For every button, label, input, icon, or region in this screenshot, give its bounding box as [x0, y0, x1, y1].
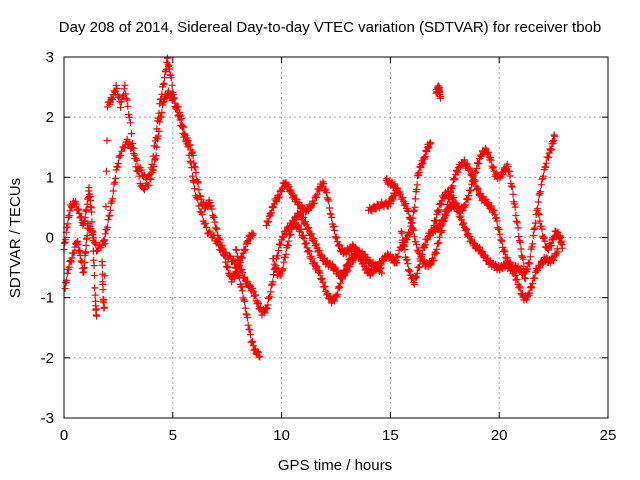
- series-track-7: [365, 187, 400, 215]
- y-tick-label: -3: [41, 410, 54, 427]
- data-point-markers: [61, 87, 264, 361]
- y-tick-label: 2: [46, 109, 54, 126]
- data-point-markers: [262, 178, 401, 279]
- x-axis-label: GPS time / hours: [278, 457, 392, 474]
- series-track-6: [269, 209, 386, 282]
- x-tick-label: 5: [169, 427, 177, 444]
- data-point-markers: [269, 209, 386, 282]
- data-point-markers: [534, 209, 566, 254]
- series-track-13: [534, 209, 566, 254]
- data-point-markers: [432, 82, 444, 102]
- y-axis-label: SDTVAR / TECUs: [7, 178, 24, 298]
- chart-title: Day 208 of 2014, Sidereal Day-to-day VTE…: [59, 19, 601, 36]
- y-tick-label: -1: [41, 290, 54, 307]
- data-point-markers: [365, 187, 400, 215]
- series-track-3: [98, 54, 257, 312]
- series-track-9: [391, 139, 435, 266]
- data-point-markers: [98, 54, 257, 312]
- series-track-11: [430, 131, 559, 276]
- x-tick-label: 15: [382, 427, 399, 444]
- series-track-5: [262, 178, 401, 279]
- x-tick-label: 20: [491, 427, 508, 444]
- x-tick-label: 25: [600, 427, 617, 444]
- data-point-markers: [391, 139, 435, 266]
- y-tick-label: 0: [46, 230, 54, 247]
- data-point-markers: [430, 131, 559, 276]
- axis-ticks: 0 5 10 15 20 25 -3 -2 -1 0 1 2 3: [41, 49, 617, 444]
- y-tick-label: -2: [41, 350, 54, 367]
- series-track-12: [432, 82, 444, 102]
- data-points: [60, 54, 566, 361]
- plot-frame: [63, 56, 609, 419]
- x-tick-label: 10: [273, 427, 290, 444]
- x-tick-label: 0: [60, 427, 68, 444]
- y-tick-label: 3: [46, 49, 54, 66]
- y-tick-label: 1: [46, 169, 54, 186]
- series-track-2: [61, 87, 264, 361]
